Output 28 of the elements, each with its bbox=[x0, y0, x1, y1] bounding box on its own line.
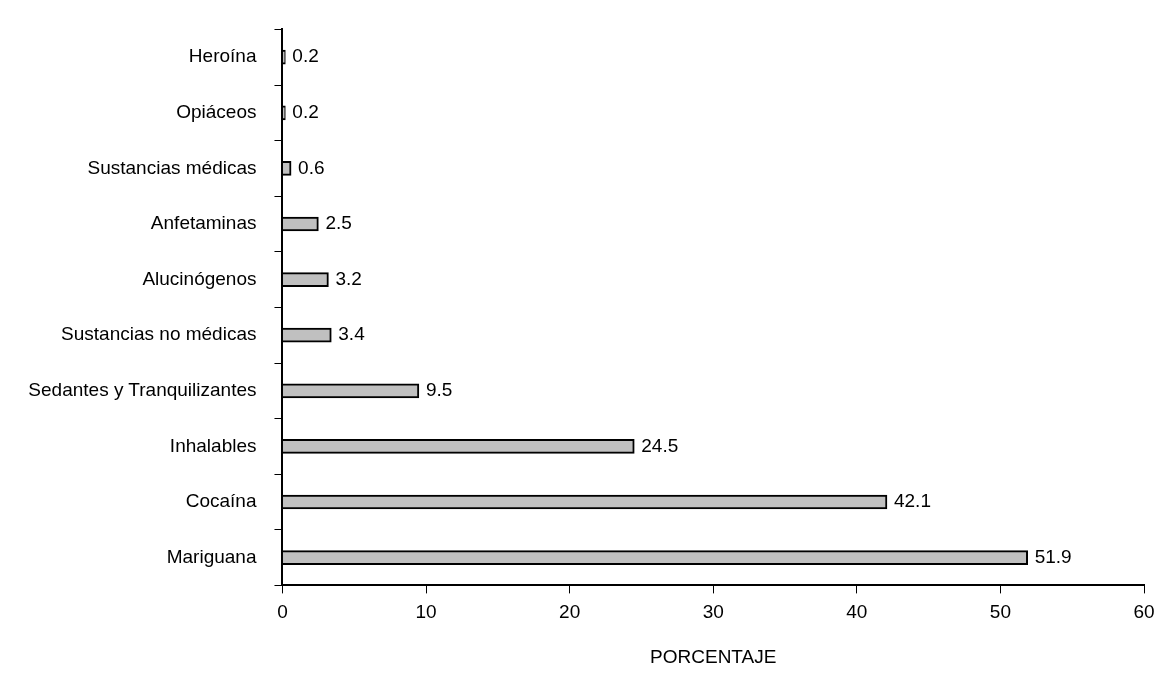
x-tick-label: 50 bbox=[989, 601, 1011, 623]
x-tick-label: 60 bbox=[1133, 601, 1155, 623]
y-tick-label: Heroína bbox=[188, 45, 257, 67]
y-tick-label: Opiáceos bbox=[176, 101, 257, 123]
data-label: 42.1 bbox=[893, 490, 931, 512]
x-tick-label: 20 bbox=[559, 601, 581, 623]
data-label: 2.5 bbox=[325, 212, 352, 234]
x-tick-label: 0 bbox=[277, 601, 288, 623]
x-axis-title: PORCENTAJE bbox=[650, 645, 777, 667]
data-label: 9.5 bbox=[425, 379, 453, 401]
data-label: 51.9 bbox=[1034, 545, 1072, 567]
data-label: 24.5 bbox=[641, 434, 679, 456]
y-tick-label: Cocaína bbox=[185, 490, 257, 512]
x-tick-label: 30 bbox=[702, 601, 724, 623]
y-tick-label: Sustancias médicas bbox=[87, 156, 257, 178]
data-label: 0.2 bbox=[292, 45, 319, 67]
y-tick-label: Sustancias no médicas bbox=[61, 323, 257, 345]
data-label: 3.4 bbox=[338, 323, 366, 345]
data-label: 0.6 bbox=[298, 156, 325, 178]
x-tick-label: 10 bbox=[415, 601, 437, 623]
y-tick-label: Mariguana bbox=[166, 545, 257, 567]
y-tick-label: Alucinógenos bbox=[142, 267, 257, 289]
y-tick-label: Anfetaminas bbox=[150, 212, 257, 234]
data-label: 3.2 bbox=[335, 267, 362, 289]
data-label: 0.2 bbox=[292, 101, 319, 123]
x-tick-label: 40 bbox=[846, 601, 868, 623]
y-tick-label: Sedantes y Tranquilizantes bbox=[28, 379, 257, 401]
y-tick-label: Inhalables bbox=[169, 434, 257, 456]
